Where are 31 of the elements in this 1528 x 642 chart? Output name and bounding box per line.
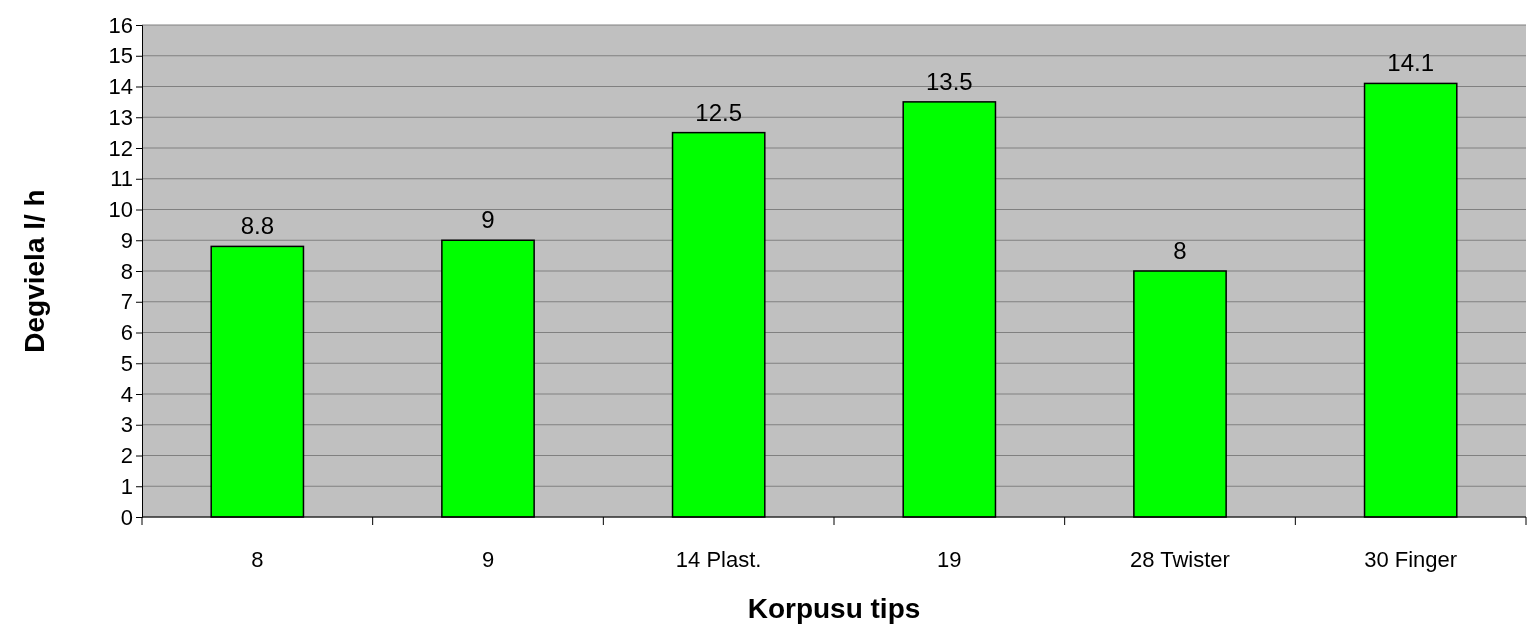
data-label: 9 (481, 206, 495, 234)
y-tick-label: 4 (120, 381, 133, 407)
x-tick-label: 30 Finger (1364, 547, 1458, 572)
y-tick-label: 13 (108, 104, 133, 130)
y-tick-label: 5 (120, 350, 133, 376)
y-tick-label: 7 (120, 289, 133, 315)
data-label: 8.8 (240, 212, 275, 240)
y-tick-label: 8 (120, 258, 133, 284)
y-tick-label: 0 (120, 504, 133, 530)
data-label: 12.5 (695, 98, 743, 126)
y-tick-label: 2 (120, 443, 133, 469)
y-tick-label: 16 (108, 12, 133, 38)
data-label: 13.5 (925, 67, 973, 95)
x-axis-title: Korpusu tips (747, 593, 921, 624)
x-tick-label: 8 (251, 547, 264, 572)
x-tick-label: 9 (481, 547, 495, 572)
y-tick-label: 11 (110, 166, 133, 192)
y-tick-label: 12 (108, 135, 133, 161)
x-tick-label: 14 Plast. (675, 547, 762, 572)
y-tick-label: 10 (108, 197, 133, 223)
y-tick-label: 1 (120, 473, 133, 499)
y-tick-label: 14 (108, 74, 133, 100)
y-tick-label: 15 (108, 43, 133, 69)
y-tick-label: 9 (120, 227, 133, 253)
data-label: 14.1 (1387, 49, 1435, 77)
y-axis-title: Degviela l/ h (19, 189, 50, 353)
data-label: 8 (1173, 237, 1187, 264)
x-tick-label: 19 (937, 547, 962, 572)
x-tick-label: 28 Twister (1130, 547, 1230, 572)
y-tick-label: 6 (120, 320, 133, 346)
y-tick-label: 3 (120, 412, 133, 438)
